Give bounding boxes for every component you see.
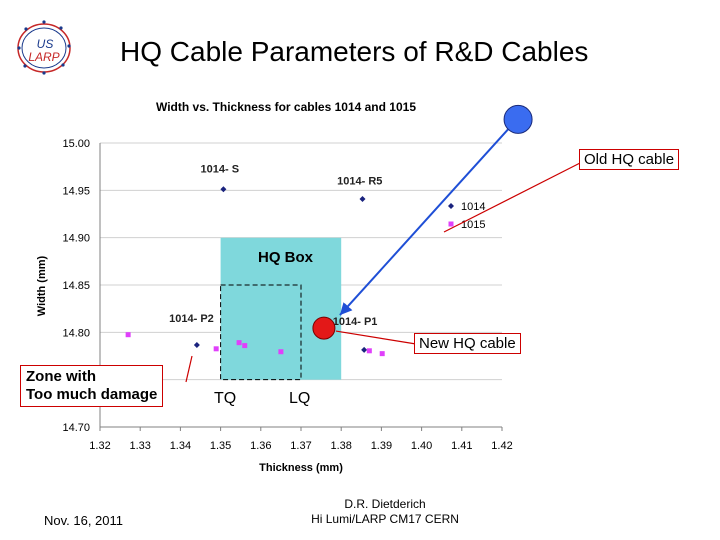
- tq-lq-region: [220, 284, 302, 381]
- x-tick-label: 1.42: [491, 440, 512, 452]
- damage-zone-callout: Zone with Too much damage: [20, 365, 164, 407]
- new-callout-leader: [335, 330, 417, 345]
- new-hq-cable-marker: [312, 316, 336, 340]
- point-1015: [278, 349, 284, 355]
- old-callout-leader: [443, 161, 583, 233]
- x-tick-label: 1.39: [371, 440, 392, 452]
- point-1014: [359, 196, 366, 203]
- legend: 1014 1015: [448, 201, 485, 231]
- chart-title: Width vs. Thickness for cables 1014 and …: [156, 100, 416, 114]
- callout-arrows: [185, 104, 583, 383]
- lq-label: LQ: [289, 390, 311, 407]
- point-1015: [125, 332, 131, 338]
- svg-text:LARP: LARP: [28, 50, 59, 64]
- x-tick-label: 1.33: [129, 440, 150, 452]
- legend-label: 1015: [461, 219, 485, 231]
- legend-marker-1015: [448, 221, 454, 227]
- hq-box-region: [220, 237, 342, 380]
- old-hq-cable-marker: [503, 104, 533, 134]
- chart-regions: [220, 237, 342, 381]
- x-tick-label: 1.37: [290, 440, 311, 452]
- point-1015: [379, 351, 385, 357]
- y-tick-label: 14.85: [62, 280, 90, 292]
- x-tick-label: 1.32: [89, 440, 110, 452]
- x-tick-label: 1.36: [250, 440, 271, 452]
- point-1015: [366, 348, 372, 354]
- legend-marker-1014: [448, 203, 454, 209]
- old-to-new-arrow: [339, 128, 509, 316]
- point-annotation: 1014- S: [201, 163, 240, 175]
- footer-author: D.R. Dietderich: [344, 497, 426, 511]
- damage-zone-leader: [185, 355, 193, 383]
- x-axis-label: Thickness (mm): [259, 462, 343, 474]
- y-tick-label: 14.90: [62, 233, 90, 245]
- y-tick-label: 15.00: [62, 138, 90, 150]
- x-tick-label: 1.40: [411, 440, 432, 452]
- point-1014: [220, 186, 227, 193]
- y-tick-label: 14.70: [62, 422, 90, 434]
- us-larp-logo: US LARP: [14, 18, 74, 78]
- new-hq-cable-callout: New HQ cable: [414, 333, 521, 354]
- footer-date: Nov. 16, 2011: [44, 513, 124, 528]
- footer-credit: D.R. Dietderich Hi Lumi/LARP CM17 CERN: [290, 497, 480, 527]
- tq-label: TQ: [214, 390, 237, 407]
- point-1015: [236, 340, 242, 346]
- x-tick-label: 1.38: [330, 440, 351, 452]
- damage-zone-line-2: Too much damage: [26, 386, 158, 403]
- point-annotations: 1014- S 1014- R5 1014- P2 1014- P1: [169, 163, 382, 328]
- legend-label: 1014: [461, 201, 485, 213]
- x-tick-label: 1.41: [451, 440, 472, 452]
- x-tick-label: 1.35: [210, 440, 231, 452]
- y-tick-label: 14.95: [62, 185, 90, 197]
- y-tick-label: 14.80: [62, 327, 90, 339]
- y-axis-label: Width (mm): [36, 255, 48, 316]
- damage-zone-line-1: Zone with: [26, 368, 96, 385]
- x-tick-label: 1.34: [170, 440, 191, 452]
- point-annotation: 1014- P1: [333, 316, 378, 328]
- slide-title: HQ Cable Parameters of R&D Cables: [120, 36, 589, 67]
- old-hq-cable-callout: Old HQ cable: [579, 149, 680, 170]
- point-annotation: 1014- R5: [337, 176, 382, 188]
- point-1014: [193, 342, 200, 349]
- point-1015: [213, 346, 219, 352]
- point-1014: [361, 346, 368, 353]
- hq-box-label: HQ Box: [258, 249, 314, 266]
- svg-text:US: US: [37, 37, 54, 51]
- point-1015: [242, 343, 248, 349]
- point-annotation: 1014- P2: [169, 313, 214, 325]
- footer-event: Hi Lumi/LARP CM17 CERN: [311, 512, 459, 526]
